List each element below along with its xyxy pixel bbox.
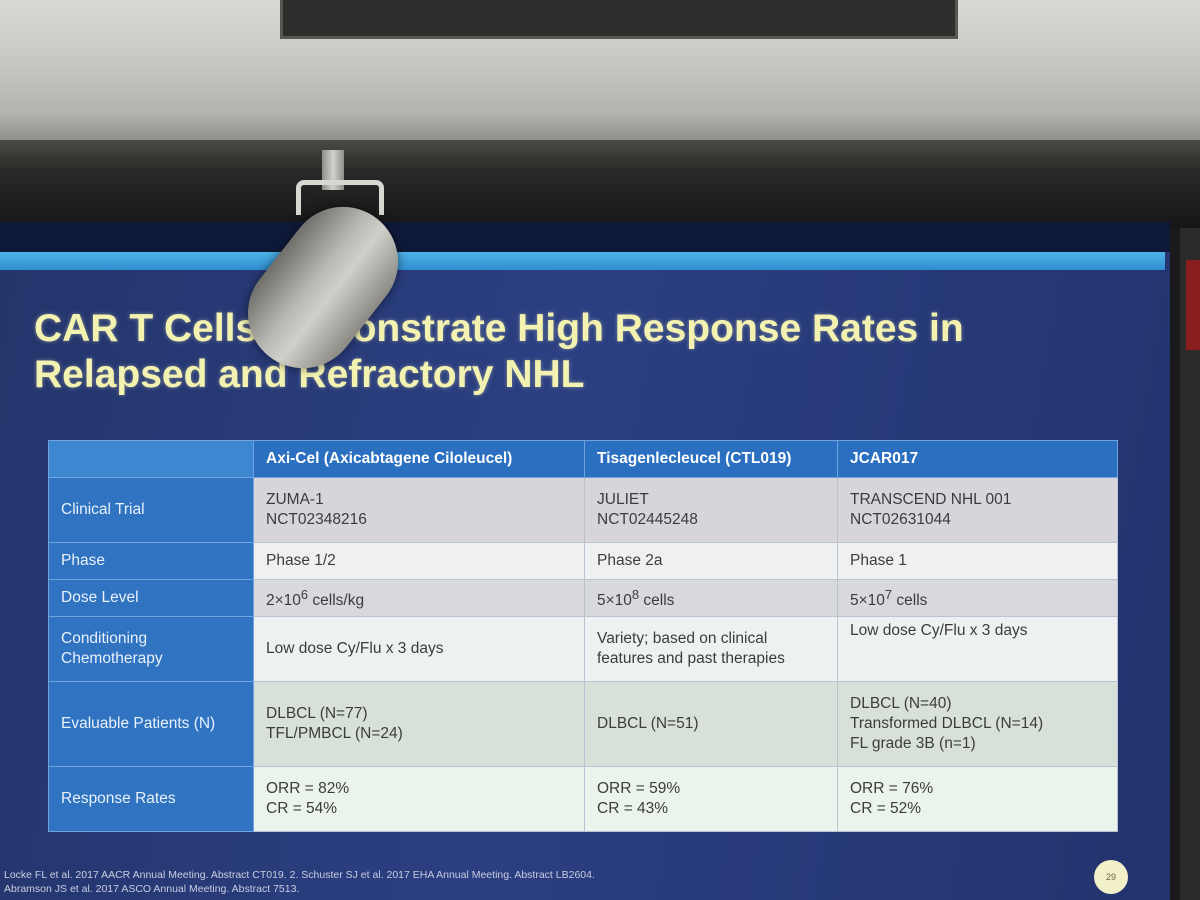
- table-cell: ORR = 82% CR = 54%: [253, 766, 585, 832]
- cell-line: ORR = 59%: [597, 780, 681, 797]
- dose-unit: cells: [892, 592, 928, 610]
- cell-line: DLBCL (N=77): [266, 705, 368, 722]
- row-label: Conditioning Chemotherapy: [48, 616, 254, 682]
- table-cell: Variety; based on clinical features and …: [584, 616, 838, 682]
- table-header-row: Axi-Cel (Axicabtagene Ciloleucel) Tisage…: [48, 440, 1118, 478]
- page-number-badge: 29: [1094, 860, 1128, 894]
- cell-line: TRANSCEND NHL 001: [850, 491, 1012, 508]
- table-cell: DLBCL (N=77) TFL/PMBCL (N=24): [253, 681, 585, 767]
- table-row-clinical-trial: Clinical Trial ZUMA-1 NCT02348216 JULIET…: [48, 477, 1118, 543]
- row-label-line: Chemotherapy: [61, 650, 163, 667]
- slide-accent-bar: [0, 252, 1165, 270]
- footnote-line: Locke FL et al. 2017 AACR Annual Meeting…: [4, 869, 595, 881]
- cell-line: ORR = 76%: [850, 780, 934, 797]
- table-cell: ORR = 76% CR = 52%: [837, 766, 1118, 832]
- row-label: Response Rates: [48, 766, 254, 832]
- table-row-conditioning: Conditioning Chemotherapy Low dose Cy/Fl…: [48, 616, 1118, 682]
- cell-line: CR = 52%: [850, 800, 922, 817]
- row-label-line: Conditioning: [61, 630, 148, 647]
- projected-slide: CAR T Cells Demonstrate High Response Ra…: [0, 222, 1170, 900]
- table-cell: Low dose Cy/Flu x 3 days: [253, 616, 585, 682]
- table-header-blank: [48, 440, 254, 478]
- table-cell: ZUMA-1 NCT02348216: [253, 477, 585, 543]
- table-row-response-rates: Response Rates ORR = 82% CR = 54% ORR = …: [48, 766, 1118, 832]
- row-label: Phase: [48, 542, 254, 580]
- table-header-jcar017: JCAR017: [837, 440, 1118, 478]
- dose-exponent: 7: [884, 586, 893, 602]
- cell-line: NCT02631044: [850, 511, 951, 528]
- ceiling-beam: [0, 110, 1200, 140]
- table-header-tisagenlecleucel: Tisagenlecleucel (CTL019): [584, 440, 838, 478]
- table-header-axi-cel: Axi-Cel (Axicabtagene Ciloleucel): [253, 440, 585, 478]
- cell-line: FL grade 3B (n=1): [850, 735, 976, 752]
- dose-unit: cells/kg: [308, 592, 365, 610]
- cell-line: Variety; based on clinical: [597, 630, 768, 647]
- screen-housing: [0, 168, 1200, 228]
- cell-line: NCT02348216: [266, 511, 367, 528]
- cell-line: ZUMA-1: [266, 491, 324, 508]
- slide-title-line1: CAR T Cells Demonstrate High Response Ra…: [34, 307, 964, 350]
- cell-line: CR = 54%: [266, 800, 338, 817]
- row-label: Clinical Trial: [48, 477, 254, 543]
- cell-line: features and past therapies: [597, 650, 785, 667]
- table-cell: Low dose Cy/Flu x 3 days: [837, 616, 1118, 682]
- dose-base: 5×10: [850, 592, 885, 610]
- table-cell: JULIET NCT02445248: [584, 477, 838, 543]
- cell-line: Transformed DLBCL (N=14): [850, 715, 1044, 732]
- slide-title: CAR T Cells Demonstrate High Response Ra…: [34, 306, 1134, 398]
- table-row-phase: Phase Phase 1/2 Phase 2a Phase 1: [48, 542, 1118, 580]
- car-t-comparison-table: Axi-Cel (Axicabtagene Ciloleucel) Tisage…: [48, 440, 1118, 832]
- exit-sign-strip: [1186, 260, 1200, 350]
- table-cell: Phase 2a: [584, 542, 838, 580]
- table-cell: Phase 1: [837, 542, 1118, 580]
- table-cell: 5×108 cells: [584, 579, 838, 617]
- footnote-line: Abramson JS et al. 2017 ASCO Annual Meet…: [4, 883, 300, 895]
- cell-line: CR = 43%: [597, 800, 669, 817]
- ceiling-beam-shadow: [0, 140, 1200, 170]
- cell-line: JULIET: [597, 491, 649, 508]
- slide-footnotes: Locke FL et al. 2017 AACR Annual Meeting…: [4, 868, 904, 896]
- dose-unit: cells: [639, 592, 675, 610]
- row-label: Dose Level: [48, 579, 254, 617]
- projector-bracket: [296, 180, 384, 215]
- dose-exponent: 8: [631, 586, 640, 602]
- row-label: Evaluable Patients (N): [48, 681, 254, 767]
- ceiling-panel: [280, 0, 958, 39]
- dose-exponent: 6: [300, 586, 309, 602]
- table-cell: TRANSCEND NHL 001 NCT02631044: [837, 477, 1118, 543]
- table-row-dose-level: Dose Level 2×106 cells/kg 5×108 cells 5×…: [48, 579, 1118, 617]
- cell-line: DLBCL (N=40): [850, 695, 952, 712]
- table-cell: ORR = 59% CR = 43%: [584, 766, 838, 832]
- table-row-evaluable-patients: Evaluable Patients (N) DLBCL (N=77) TFL/…: [48, 681, 1118, 767]
- table-cell: Phase 1/2: [253, 542, 585, 580]
- cell-line: NCT02445248: [597, 511, 698, 528]
- slide-title-line2: Relapsed and Refractory NHL: [34, 353, 585, 396]
- cell-line: TFL/PMBCL (N=24): [266, 725, 403, 742]
- table-cell: 2×106 cells/kg: [253, 579, 585, 617]
- table-cell: DLBCL (N=51): [584, 681, 838, 767]
- cell-line: ORR = 82%: [266, 780, 350, 797]
- dose-base: 2×10: [266, 592, 301, 610]
- slide-top-strip: [0, 222, 1170, 252]
- table-cell: 5×107 cells: [837, 579, 1118, 617]
- dose-base: 5×10: [597, 592, 632, 610]
- table-cell: DLBCL (N=40) Transformed DLBCL (N=14) FL…: [837, 681, 1118, 767]
- right-wall: [1180, 228, 1200, 900]
